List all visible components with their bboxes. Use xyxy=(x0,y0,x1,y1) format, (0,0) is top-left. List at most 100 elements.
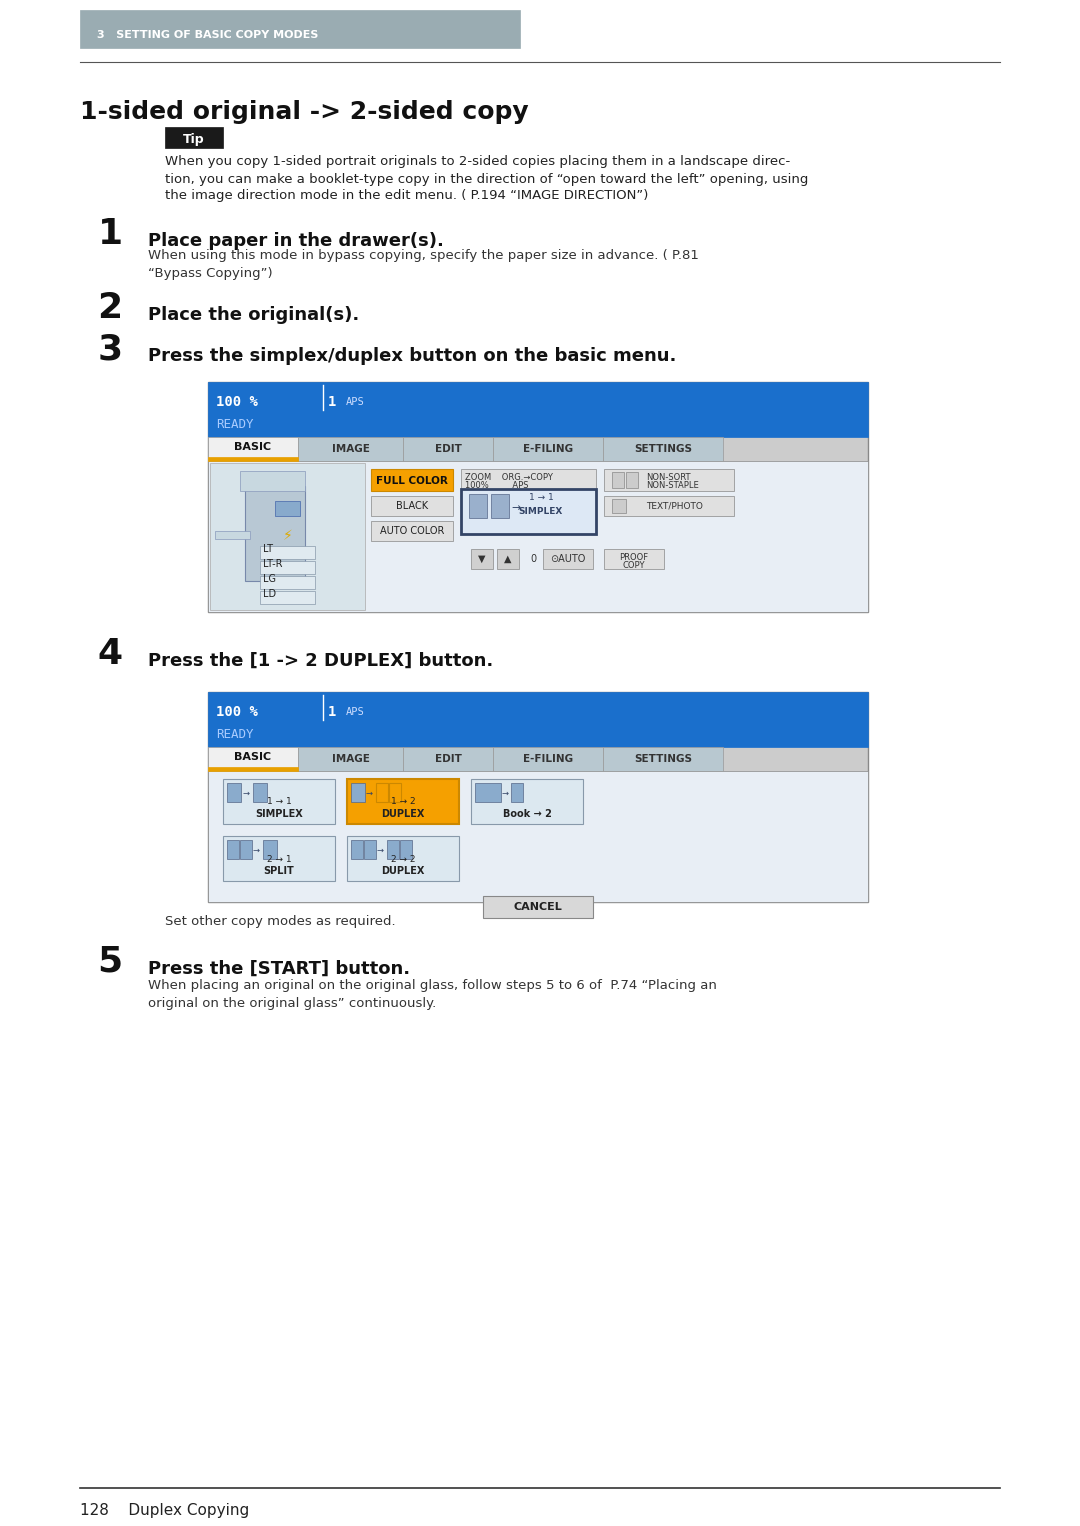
Bar xyxy=(208,771,868,902)
Bar xyxy=(471,549,492,569)
Bar xyxy=(240,839,252,859)
Text: 100 %: 100 % xyxy=(216,705,258,719)
Text: 3   SETTING OF BASIC COPY MODES: 3 SETTING OF BASIC COPY MODES xyxy=(97,31,319,40)
Bar xyxy=(372,520,453,542)
Bar xyxy=(165,127,222,148)
Text: When you copy 1-sided portrait originals to 2-sided copies placing them in a lan: When you copy 1-sided portrait originals… xyxy=(165,156,791,168)
Bar xyxy=(475,783,501,803)
Bar xyxy=(253,783,267,803)
Text: ZOOM    ORG.→COPY: ZOOM ORG.→COPY xyxy=(465,473,553,482)
Text: 4: 4 xyxy=(97,636,122,671)
Bar xyxy=(403,436,492,461)
Text: TEXT/PHOTO: TEXT/PHOTO xyxy=(646,502,703,511)
Text: 1: 1 xyxy=(328,395,336,409)
Bar xyxy=(604,468,734,491)
Bar xyxy=(347,836,459,881)
Bar xyxy=(511,783,523,803)
Bar xyxy=(603,748,723,771)
Bar xyxy=(626,472,638,488)
Bar xyxy=(471,778,583,824)
Text: READY: READY xyxy=(216,728,254,740)
Text: IMAGE: IMAGE xyxy=(332,444,369,455)
Text: →: → xyxy=(511,504,521,513)
Bar xyxy=(612,499,626,513)
Text: Press the [1 -> 2 DUPLEX] button.: Press the [1 -> 2 DUPLEX] button. xyxy=(148,652,494,670)
Bar xyxy=(543,549,593,569)
Text: Press the [START] button.: Press the [START] button. xyxy=(148,960,410,978)
Text: DUPLEX: DUPLEX xyxy=(381,809,424,819)
Bar xyxy=(227,839,239,859)
Bar xyxy=(208,748,298,771)
Text: 1 → 1: 1 → 1 xyxy=(528,493,553,502)
Bar xyxy=(275,501,300,516)
Text: E-FILING: E-FILING xyxy=(523,754,573,765)
Bar xyxy=(260,575,315,589)
Text: NON-SORT: NON-SORT xyxy=(646,473,690,482)
Bar xyxy=(208,382,868,612)
Bar xyxy=(260,546,315,559)
Bar xyxy=(372,496,453,516)
Text: EDIT: EDIT xyxy=(434,444,461,455)
Text: PROOF: PROOF xyxy=(620,552,649,562)
Text: EDIT: EDIT xyxy=(434,754,461,765)
Bar xyxy=(400,839,411,859)
Bar xyxy=(222,778,335,824)
Text: BASIC: BASIC xyxy=(234,752,271,761)
Bar xyxy=(208,456,298,461)
Text: Book → 2: Book → 2 xyxy=(502,809,552,819)
Bar xyxy=(260,591,315,604)
Text: DUPLEX: DUPLEX xyxy=(381,865,424,876)
Text: COPY: COPY xyxy=(623,562,645,571)
Text: FULL COLOR: FULL COLOR xyxy=(376,476,448,485)
Text: 128    Duplex Copying: 128 Duplex Copying xyxy=(80,1503,249,1517)
Bar xyxy=(264,839,276,859)
Text: SIMPLEX: SIMPLEX xyxy=(255,809,302,819)
Text: Press the simplex/duplex button on the basic menu.: Press the simplex/duplex button on the b… xyxy=(148,346,676,365)
Bar xyxy=(603,436,723,461)
Text: APS: APS xyxy=(346,397,365,407)
Bar xyxy=(208,691,868,748)
Text: ▼: ▼ xyxy=(478,554,486,565)
Bar xyxy=(298,748,403,771)
Text: SPLIT: SPLIT xyxy=(264,865,295,876)
Bar xyxy=(208,768,298,771)
Text: LD: LD xyxy=(264,589,276,600)
Text: →: → xyxy=(243,789,249,798)
Text: READY: READY xyxy=(216,418,254,430)
Text: ⊙AUTO: ⊙AUTO xyxy=(551,554,585,565)
Text: NON-STAPLE: NON-STAPLE xyxy=(646,482,699,490)
Bar xyxy=(210,462,365,610)
Bar xyxy=(351,839,363,859)
Text: CANCEL: CANCEL xyxy=(514,902,563,913)
Text: 3: 3 xyxy=(97,333,122,366)
Text: When placing an original on the original glass, follow steps 5 to 6 of  P.74 “Pl: When placing an original on the original… xyxy=(148,980,717,992)
Text: →: → xyxy=(377,845,383,855)
Bar xyxy=(403,748,492,771)
Text: AUTO COLOR: AUTO COLOR xyxy=(380,526,444,536)
Text: BLACK: BLACK xyxy=(396,501,428,511)
Bar xyxy=(492,748,603,771)
Text: →: → xyxy=(365,789,373,798)
Text: →: → xyxy=(501,789,509,798)
Bar xyxy=(604,549,664,569)
Text: 1-sided original -> 2-sided copy: 1-sided original -> 2-sided copy xyxy=(80,101,528,124)
Bar xyxy=(227,783,241,803)
Bar xyxy=(483,896,593,919)
Text: the image direction mode in the edit menu. ( P.194 “IMAGE DIRECTION”): the image direction mode in the edit men… xyxy=(165,189,648,203)
Bar xyxy=(497,549,519,569)
Text: SETTINGS: SETTINGS xyxy=(634,754,692,765)
Text: 2 → 1: 2 → 1 xyxy=(267,855,292,864)
Bar xyxy=(208,436,298,461)
Text: 0: 0 xyxy=(530,554,536,565)
Bar xyxy=(364,839,376,859)
Text: Set other copy modes as required.: Set other copy modes as required. xyxy=(165,916,395,928)
Text: original on the original glass” continuously.: original on the original glass” continuo… xyxy=(148,996,436,1010)
Bar xyxy=(376,783,388,803)
Text: tion, you can make a booklet-type copy in the direction of “open toward the left: tion, you can make a booklet-type copy i… xyxy=(165,172,808,186)
Text: Place the original(s).: Place the original(s). xyxy=(148,307,360,324)
Text: LT-R: LT-R xyxy=(264,559,283,569)
Text: SETTINGS: SETTINGS xyxy=(634,444,692,455)
Bar xyxy=(347,778,459,824)
Text: Place paper in the drawer(s).: Place paper in the drawer(s). xyxy=(148,232,444,250)
Bar xyxy=(298,436,403,461)
